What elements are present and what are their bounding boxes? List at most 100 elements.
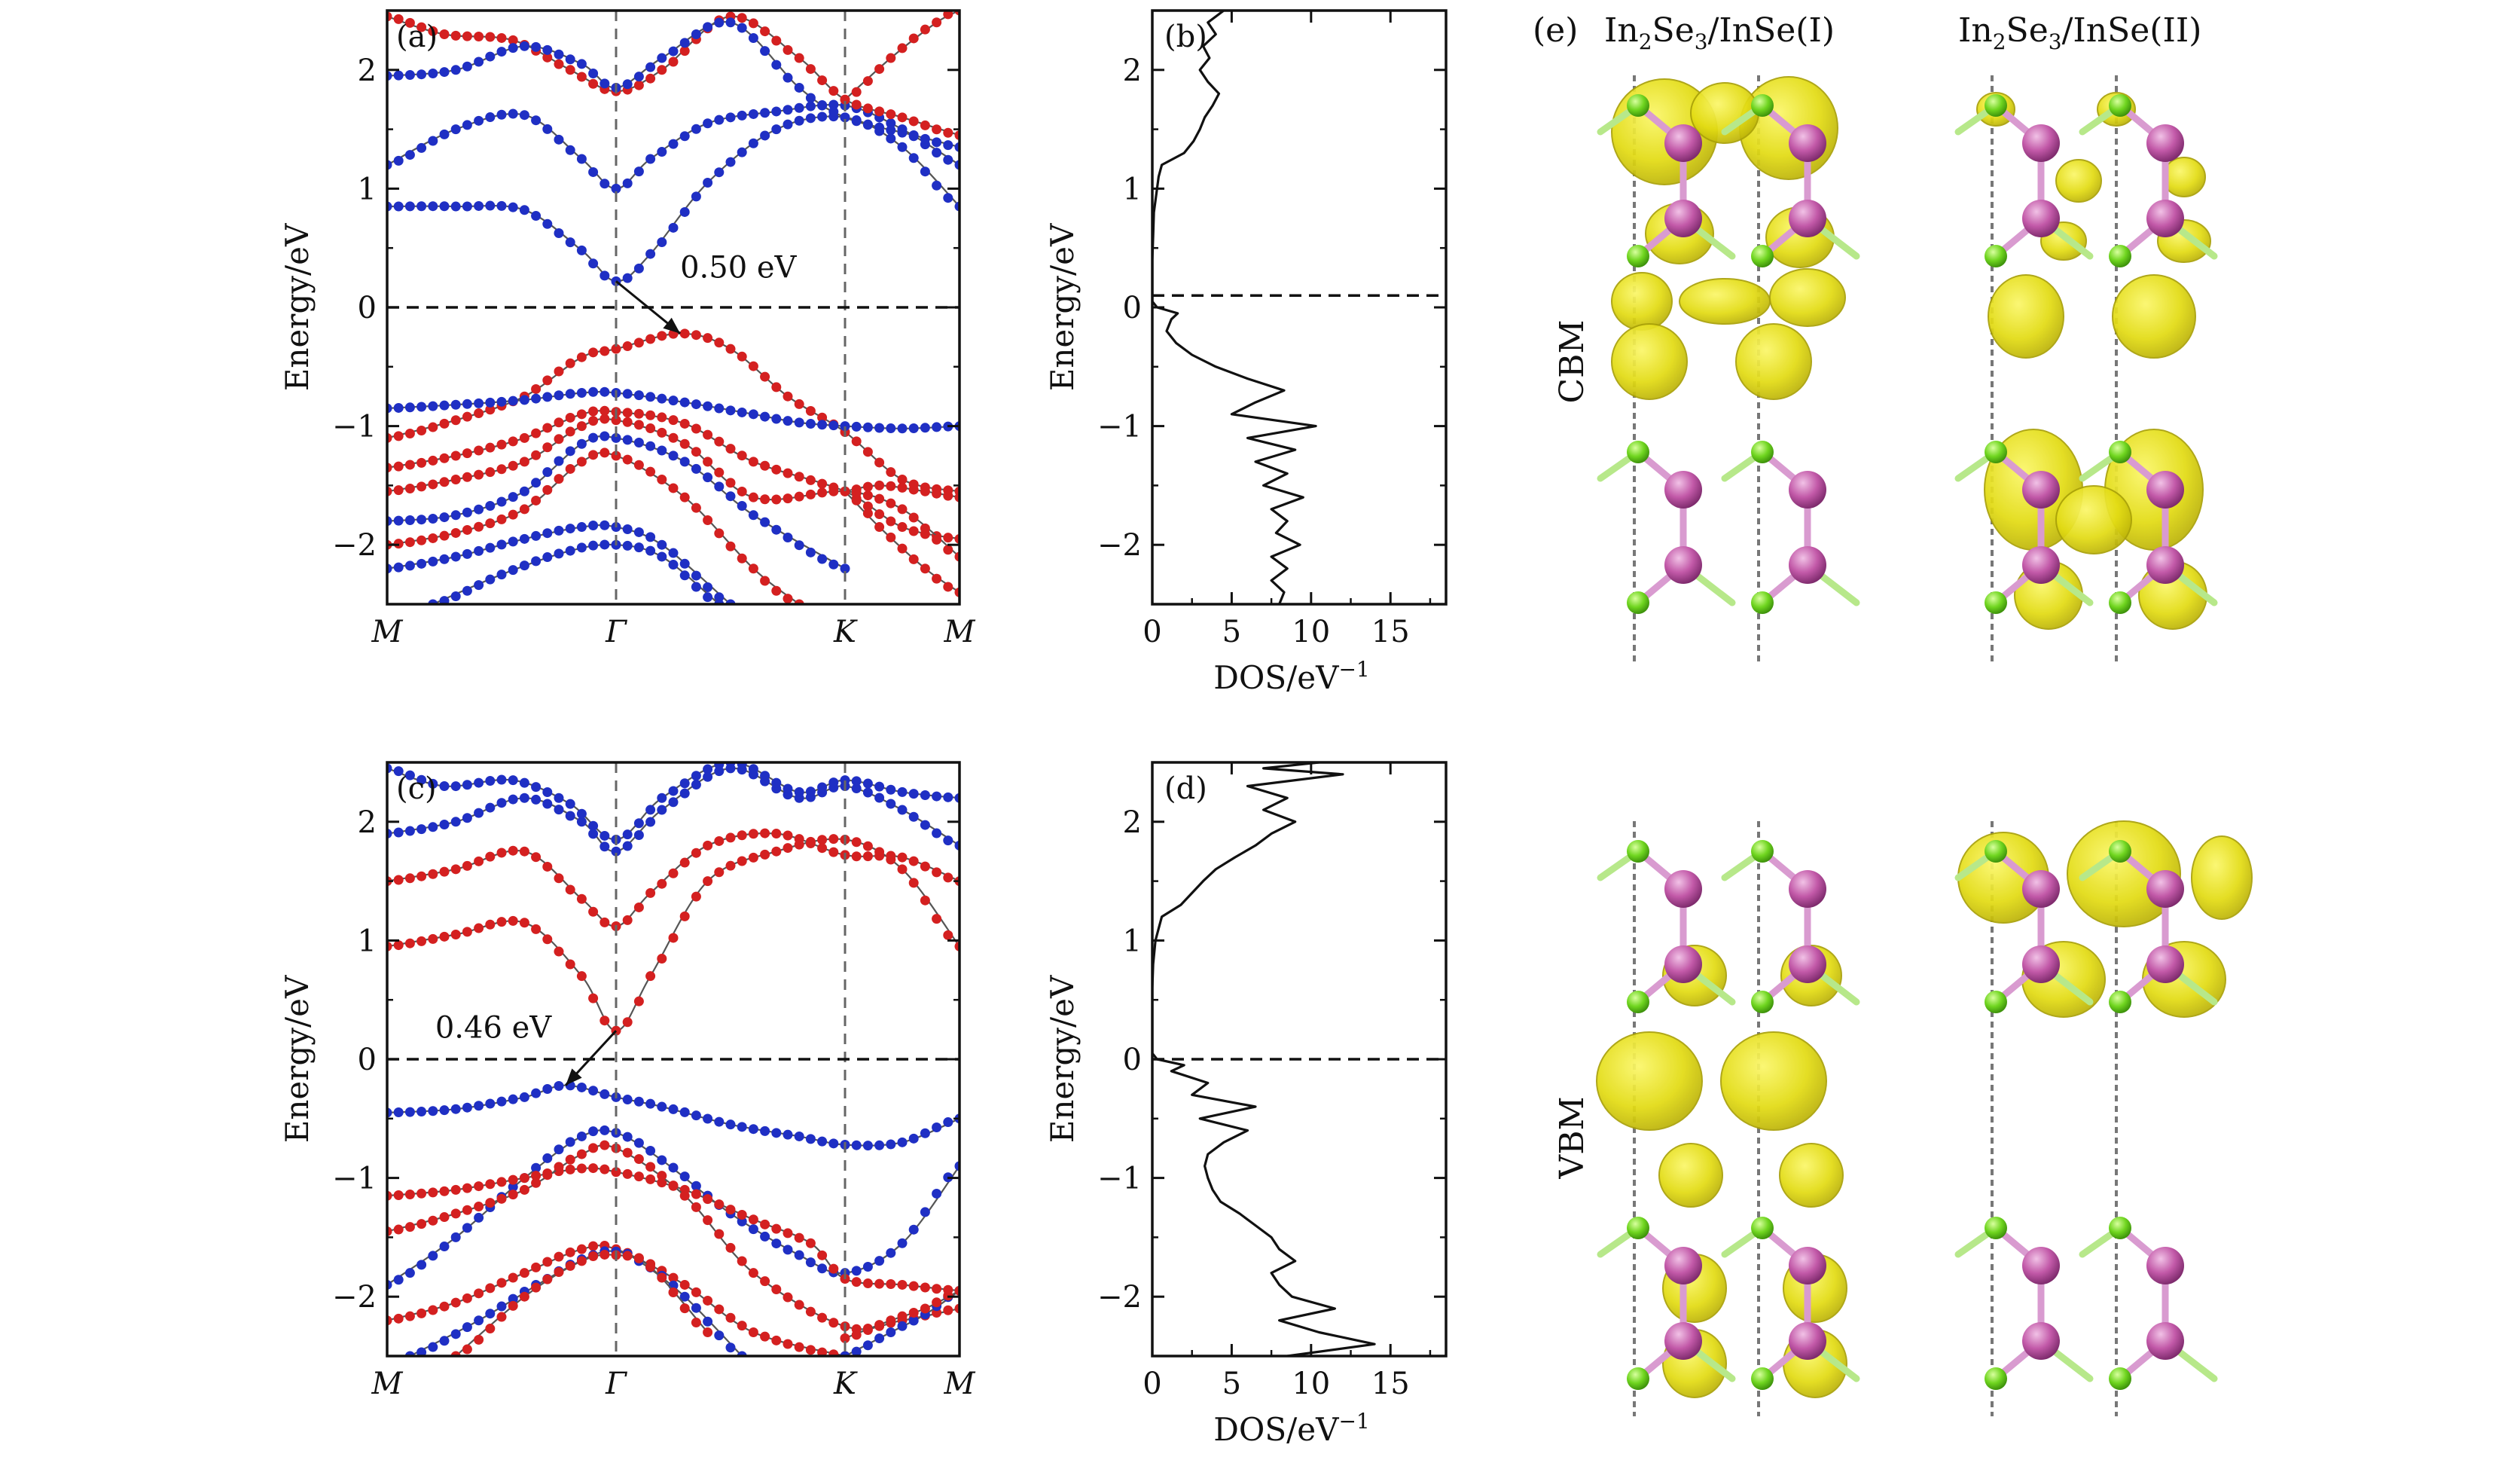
band-dot bbox=[496, 439, 507, 450]
band-dot bbox=[439, 1242, 450, 1252]
gap-arrow-head bbox=[663, 317, 681, 334]
band-dot bbox=[645, 249, 656, 259]
band-dot bbox=[668, 548, 679, 558]
band-dot bbox=[439, 1336, 450, 1346]
band-dot bbox=[508, 536, 518, 547]
band-dot bbox=[805, 93, 816, 103]
band-dot bbox=[462, 1344, 472, 1355]
band-dot bbox=[760, 1231, 770, 1242]
band-dot bbox=[576, 1149, 587, 1159]
band-dot bbox=[862, 1325, 873, 1336]
band-dot bbox=[450, 1104, 461, 1114]
band-dot bbox=[737, 1209, 747, 1220]
band-dot bbox=[542, 442, 553, 453]
band-dot bbox=[737, 553, 747, 564]
x-tick-label: 10 bbox=[1292, 1367, 1330, 1401]
band-dot bbox=[496, 200, 507, 211]
band-dot bbox=[897, 423, 908, 434]
band-dot bbox=[920, 523, 930, 533]
band-dot bbox=[531, 852, 542, 863]
band-dot bbox=[404, 1222, 415, 1232]
band-dot bbox=[703, 1327, 713, 1337]
band-dot bbox=[886, 109, 896, 120]
band-dot bbox=[462, 585, 472, 596]
band-dot bbox=[439, 1186, 450, 1196]
y-tick-label: −2 bbox=[332, 1280, 377, 1315]
band-dot bbox=[897, 1321, 908, 1331]
band-dot bbox=[748, 1268, 758, 1278]
band-dot bbox=[737, 1321, 747, 1331]
band-dot bbox=[748, 18, 758, 29]
band-dot bbox=[737, 147, 747, 157]
band-dot bbox=[908, 1133, 919, 1144]
band-dot bbox=[771, 60, 782, 70]
in-atom-icon bbox=[1664, 1322, 1702, 1360]
band-dot bbox=[588, 521, 599, 531]
band-dot bbox=[862, 481, 873, 492]
band-dot bbox=[645, 423, 656, 434]
band-dot bbox=[851, 495, 862, 506]
band-dot bbox=[599, 179, 610, 189]
band-dot bbox=[691, 399, 701, 410]
in-atom-icon bbox=[1789, 200, 1826, 237]
band-dot bbox=[691, 891, 701, 902]
in-atom-icon bbox=[1664, 870, 1702, 908]
band-dot bbox=[576, 1163, 587, 1174]
band-dot bbox=[393, 461, 404, 472]
band-dot bbox=[554, 1266, 564, 1277]
y-tick-label: −2 bbox=[1097, 528, 1142, 563]
x-axis-label-main: DOS/eV bbox=[1213, 1411, 1339, 1448]
band-dot bbox=[668, 868, 679, 878]
band-dot bbox=[805, 489, 816, 499]
band-dot bbox=[679, 46, 690, 57]
in-atom-icon bbox=[2146, 870, 2184, 908]
band-dot bbox=[828, 1318, 839, 1328]
band-dot bbox=[828, 99, 839, 110]
dos-curve bbox=[1152, 762, 1376, 1356]
band-dot bbox=[897, 543, 908, 554]
band-dot bbox=[404, 460, 415, 470]
band-dot bbox=[714, 1229, 725, 1239]
band-dot bbox=[897, 43, 908, 53]
band-dot bbox=[474, 115, 484, 126]
in-atom-icon bbox=[2146, 200, 2184, 237]
band-dot bbox=[542, 787, 553, 798]
band-dot bbox=[908, 423, 919, 433]
band-dot bbox=[462, 507, 472, 518]
band-dot bbox=[531, 924, 542, 934]
band-dot bbox=[657, 445, 667, 456]
band-dot bbox=[805, 1345, 816, 1355]
band-dot bbox=[691, 1181, 701, 1191]
band-dot bbox=[565, 959, 575, 970]
band-dot bbox=[737, 1256, 747, 1266]
band-dot bbox=[886, 516, 896, 527]
band-dot bbox=[760, 1276, 770, 1287]
band-dot bbox=[932, 828, 942, 838]
row-label-vbm: VBM bbox=[1553, 1096, 1591, 1179]
in-atom-icon bbox=[2146, 1247, 2184, 1284]
band-dot bbox=[496, 1096, 507, 1107]
band-dot bbox=[554, 366, 564, 377]
band-dot bbox=[679, 492, 690, 502]
k-label: Γ bbox=[605, 1367, 627, 1401]
band-dot bbox=[703, 876, 713, 887]
band-dot bbox=[794, 399, 804, 409]
in-atom-icon bbox=[2146, 1322, 2184, 1360]
band-dot bbox=[862, 1261, 873, 1272]
band-dot bbox=[633, 166, 644, 177]
band-dot bbox=[679, 131, 690, 142]
band-dot bbox=[554, 873, 564, 884]
band-dot bbox=[691, 1318, 701, 1328]
band-dot bbox=[519, 41, 529, 51]
band-dot bbox=[645, 466, 656, 477]
band-dot bbox=[450, 201, 461, 212]
band-dot bbox=[404, 483, 415, 493]
band-dot bbox=[599, 1089, 610, 1099]
band-dot bbox=[611, 432, 621, 443]
band-dot bbox=[760, 517, 770, 527]
gap-arrow-head bbox=[566, 1068, 582, 1086]
band-dot bbox=[462, 1205, 472, 1215]
band-dot bbox=[599, 431, 610, 441]
band-dot bbox=[450, 817, 461, 827]
band-dot bbox=[828, 106, 839, 117]
